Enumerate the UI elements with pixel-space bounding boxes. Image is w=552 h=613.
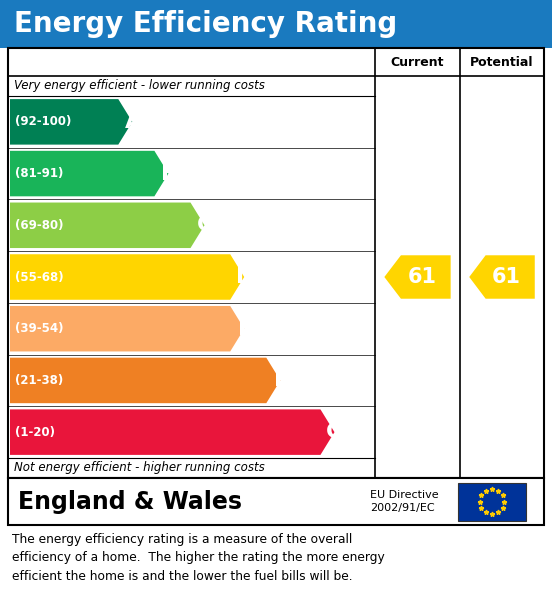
Text: B: B xyxy=(161,164,178,183)
Text: F: F xyxy=(274,370,289,390)
Text: (81-91): (81-91) xyxy=(15,167,63,180)
Polygon shape xyxy=(469,255,535,299)
Text: (55-68): (55-68) xyxy=(15,270,63,283)
Bar xyxy=(8,48,544,478)
Text: The energy efficiency rating is a measure of the overall
efficiency of a home.  : The energy efficiency rating is a measur… xyxy=(12,533,385,583)
Text: Not energy efficient - higher running costs: Not energy efficient - higher running co… xyxy=(14,462,265,474)
Text: Energy Efficiency Rating: Energy Efficiency Rating xyxy=(14,10,397,38)
Polygon shape xyxy=(10,306,244,351)
Text: Very energy efficient - lower running costs: Very energy efficient - lower running co… xyxy=(14,80,265,93)
Bar xyxy=(458,482,526,520)
Text: (39-54): (39-54) xyxy=(15,322,63,335)
Text: (92-100): (92-100) xyxy=(15,115,71,128)
Text: (69-80): (69-80) xyxy=(15,219,63,232)
Polygon shape xyxy=(10,99,132,145)
Text: 61: 61 xyxy=(492,267,521,287)
Polygon shape xyxy=(384,255,450,299)
Polygon shape xyxy=(10,254,244,300)
Bar xyxy=(0,0,552,48)
Text: C: C xyxy=(197,215,214,235)
Text: D: D xyxy=(236,267,254,287)
Polygon shape xyxy=(10,202,204,248)
Polygon shape xyxy=(10,409,335,455)
Text: Current: Current xyxy=(391,56,444,69)
Polygon shape xyxy=(10,357,280,403)
Bar xyxy=(8,478,544,525)
Text: G: G xyxy=(326,422,344,442)
Text: (1-20): (1-20) xyxy=(15,425,55,439)
Text: A: A xyxy=(125,112,142,132)
Text: EU Directive
2002/91/EC: EU Directive 2002/91/EC xyxy=(370,490,439,513)
Text: E: E xyxy=(238,319,253,339)
Text: 61: 61 xyxy=(407,267,437,287)
Text: (21-38): (21-38) xyxy=(15,374,63,387)
Text: Potential: Potential xyxy=(470,56,534,69)
Polygon shape xyxy=(10,151,168,196)
Text: England & Wales: England & Wales xyxy=(18,490,242,514)
